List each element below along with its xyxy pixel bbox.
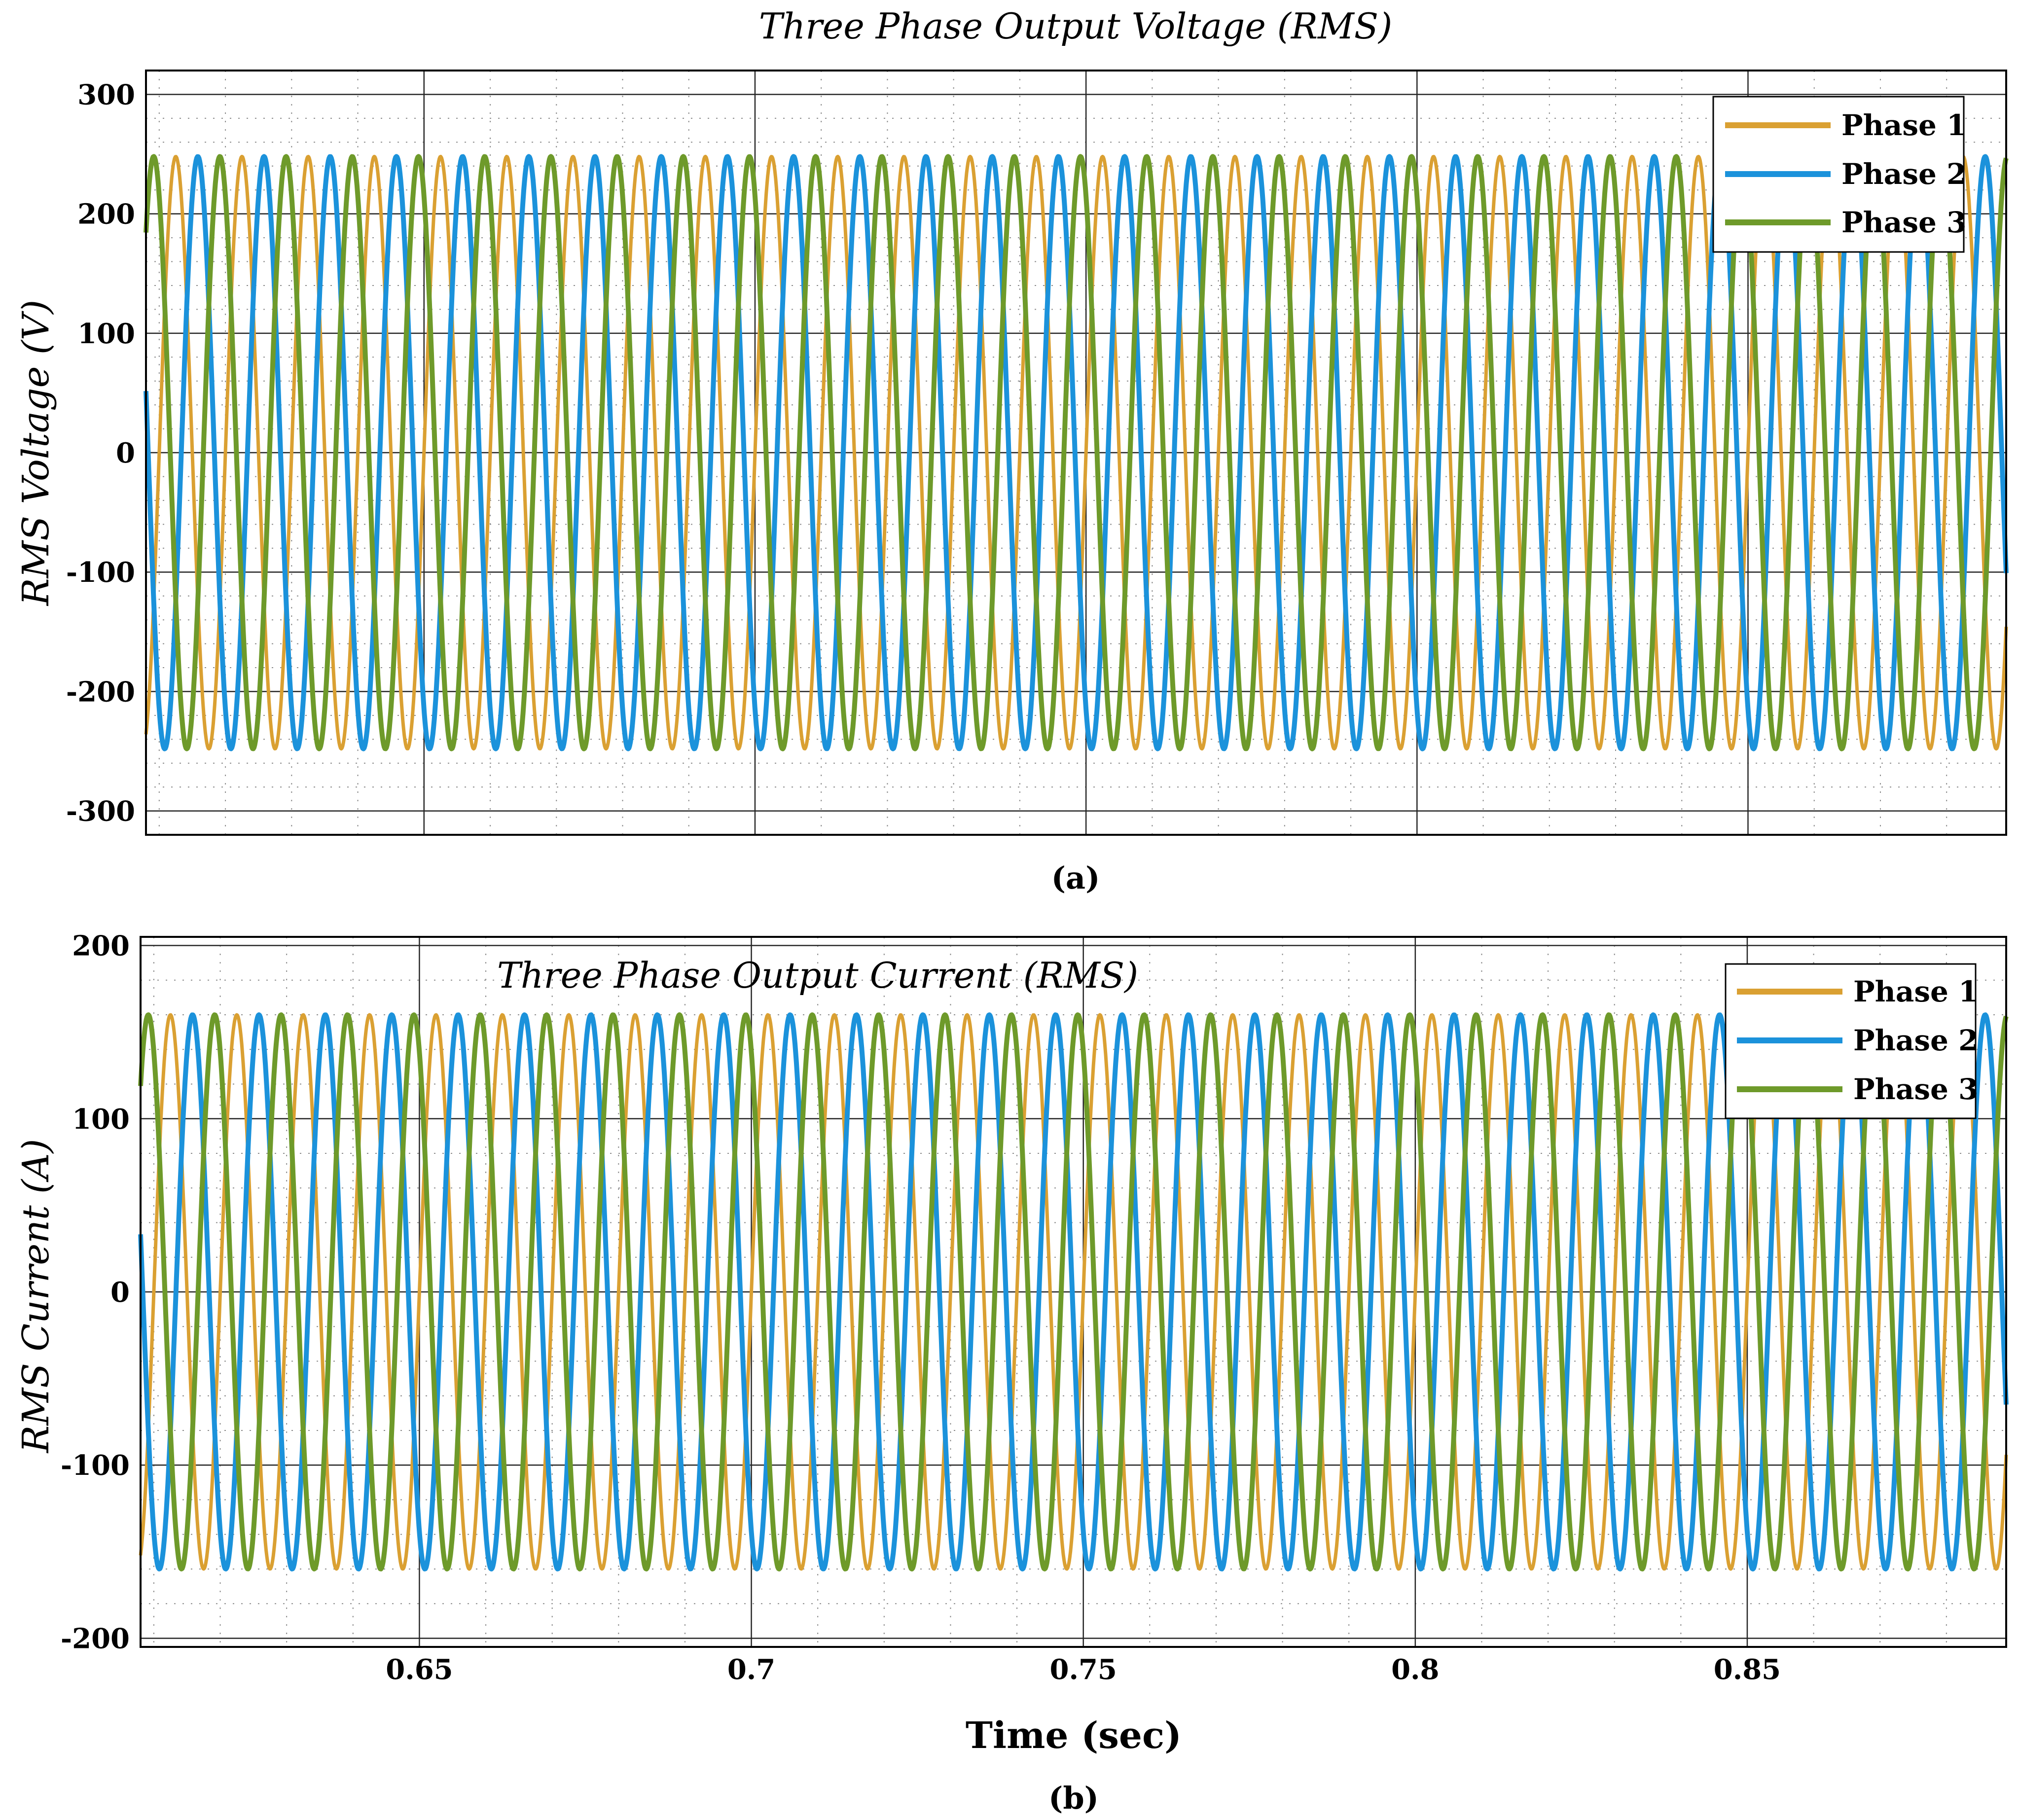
- panel-b-title: Three Phase Output Current (RMS): [497, 955, 1138, 996]
- panel-b-legend-label-phase-2: Phase 2: [1853, 1024, 1978, 1057]
- panel-b-x-tick-label: 0.75: [1049, 1653, 1117, 1686]
- panel-a-legend-label-phase-1: Phase 1: [1841, 108, 1966, 142]
- panel-b-x-tick-labels: 0.65 0.7 0.75 0.8 0.85: [386, 1653, 1781, 1686]
- panel-a-series-phase-1: [144, 154, 2008, 751]
- panel-a-y-tick-label: -200: [66, 676, 135, 708]
- panel-a-y-tick-label: -100: [66, 556, 135, 589]
- panel-b-x-tick-label: 0.7: [727, 1653, 775, 1686]
- panel-a-title: Three Phase Output Voltage (RMS): [759, 5, 1392, 47]
- panel-a-y-tick-label: -300: [66, 795, 135, 828]
- panel-a-plot-frame: [145, 70, 2007, 836]
- panel-b-y-tick-label: 0: [110, 1276, 130, 1309]
- panel-a-legend-label-phase-3: Phase 3: [1841, 206, 1966, 239]
- panel-b-x-tick-label: 0.8: [1391, 1653, 1439, 1686]
- panel-b-series-phase-1: [139, 1013, 2008, 1571]
- panel-b-y-tick-label: 200: [72, 930, 130, 963]
- panel-a-y-tick-label: 200: [77, 198, 135, 231]
- panel-b-legend-label-phase-1: Phase 1: [1853, 975, 1978, 1008]
- panel-a-voltage-chart: -300 -200 -100 0 100 200 300 Three Phase Outpu…: [15, 5, 2009, 896]
- panel-b-x-axis-label: Time (sec): [966, 1714, 1182, 1757]
- panel-b-y-tick-label: -200: [61, 1622, 130, 1655]
- panel-b-y-axis-label: RMS Current (A): [15, 1139, 57, 1454]
- panel-a-series-phase-2: [144, 154, 2009, 751]
- panel-b-legend-label-phase-3: Phase 3: [1853, 1072, 1978, 1106]
- panel-a-legend-label-phase-2: Phase 2: [1841, 157, 1966, 191]
- panel-a-y-tick-label: 300: [77, 78, 135, 111]
- panel-a-y-tick-label: 100: [77, 318, 135, 350]
- panel-a-y-axis-label: RMS Voltage (V): [15, 300, 57, 607]
- panel-b-y-tick-label: 100: [72, 1103, 130, 1136]
- panel-a-caption: (a): [1051, 860, 1100, 896]
- panel-b-current-chart: -200 -100 0 100 200 0.65 0.7 0.75 0.8 0.85 Three…: [15, 930, 2009, 1816]
- panel-b-caption: (b): [1048, 1780, 1099, 1816]
- panel-a-series-group: [144, 154, 2009, 751]
- panel-b-series-group: [138, 1012, 2009, 1571]
- panel-b-y-tick-label: -100: [61, 1449, 130, 1482]
- panel-b-plot-frame: [140, 936, 2007, 1648]
- panel-b-x-tick-label: 0.65: [386, 1653, 453, 1686]
- panel-a-y-tick-labels: -300 -200 -100 0 100 200 300: [66, 78, 135, 827]
- panel-b-series-phase-2: [138, 1012, 2009, 1571]
- panel-b-series-phase-3: [138, 1012, 2009, 1571]
- panel-a-y-tick-label: 0: [116, 437, 135, 469]
- panel-b-y-tick-labels: -200 -100 0 100 200: [61, 930, 130, 1655]
- panel-a-legend: Phase 1 Phase 2 Phase 3: [1712, 96, 1966, 253]
- panel-b-x-tick-label: 0.85: [1714, 1653, 1781, 1686]
- panel-b-legend: Phase 1 Phase 2 Phase 3: [1725, 963, 1978, 1119]
- panel-a-series-phase-3: [144, 154, 2009, 751]
